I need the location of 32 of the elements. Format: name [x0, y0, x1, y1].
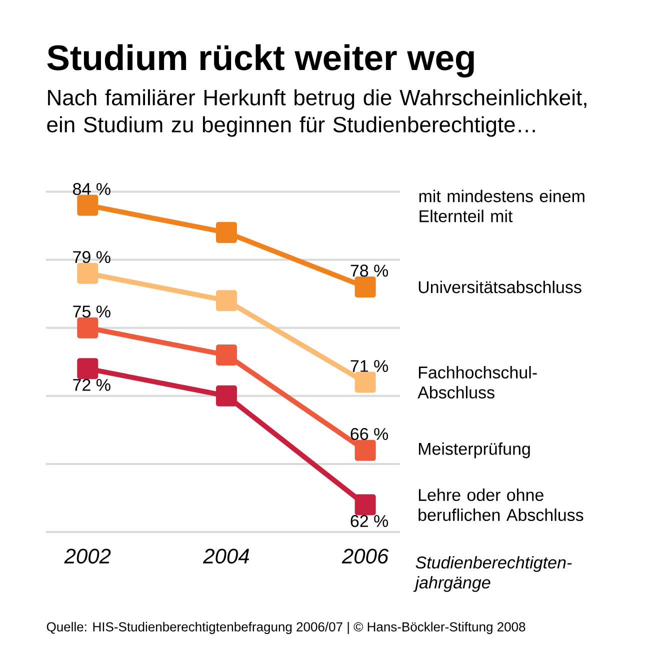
data-label: 66 % — [350, 428, 388, 440]
point — [77, 358, 98, 380]
chart-title: Studium rückt weiter weg — [47, 44, 474, 78]
point — [354, 276, 376, 298]
point — [77, 317, 98, 338]
point — [354, 440, 376, 461]
data-label: 62 % — [350, 515, 388, 528]
data-label: 72 % — [73, 378, 110, 391]
data-label: 78 % — [350, 264, 388, 277]
data-label: 79 % — [73, 251, 110, 264]
point — [216, 290, 237, 312]
data-label: 75 % — [73, 306, 110, 318]
point — [216, 222, 237, 244]
point — [216, 344, 237, 366]
legend-title: mit mindestens einem Elternteil mit — [419, 190, 584, 222]
data-label: 71 % — [350, 360, 388, 372]
x-tick-label: 2004 — [202, 548, 250, 564]
text: Fachhochschul-Abschluss — [418, 366, 537, 399]
x-tick-label: 2002 — [64, 548, 111, 564]
source-note: Quelle: HIS-Studienberechtigtenbefragung 2006/07 | © Hans-Böckler-Stiftung 2008 — [46, 622, 526, 634]
point — [354, 494, 376, 516]
chart-subtitle: Nach familiärer Herkunft betrug die Wahrscheinlichkeit, ein Studium zu beginnen für Studienberechtigte… — [47, 89, 586, 137]
x-tick-label: 2006 — [342, 548, 389, 564]
point — [216, 385, 237, 406]
text: Meisterprüfung — [418, 442, 530, 458]
data-label: 84 % — [73, 183, 110, 196]
point — [354, 372, 376, 393]
point — [77, 262, 98, 284]
point — [77, 194, 98, 216]
text: Universitätsabschluss — [418, 280, 582, 294]
x-axis-title: Studienberechtigten-jahrgänge — [413, 556, 572, 592]
text: Lehre oder ohne beruflichen Abschluss — [418, 488, 584, 522]
